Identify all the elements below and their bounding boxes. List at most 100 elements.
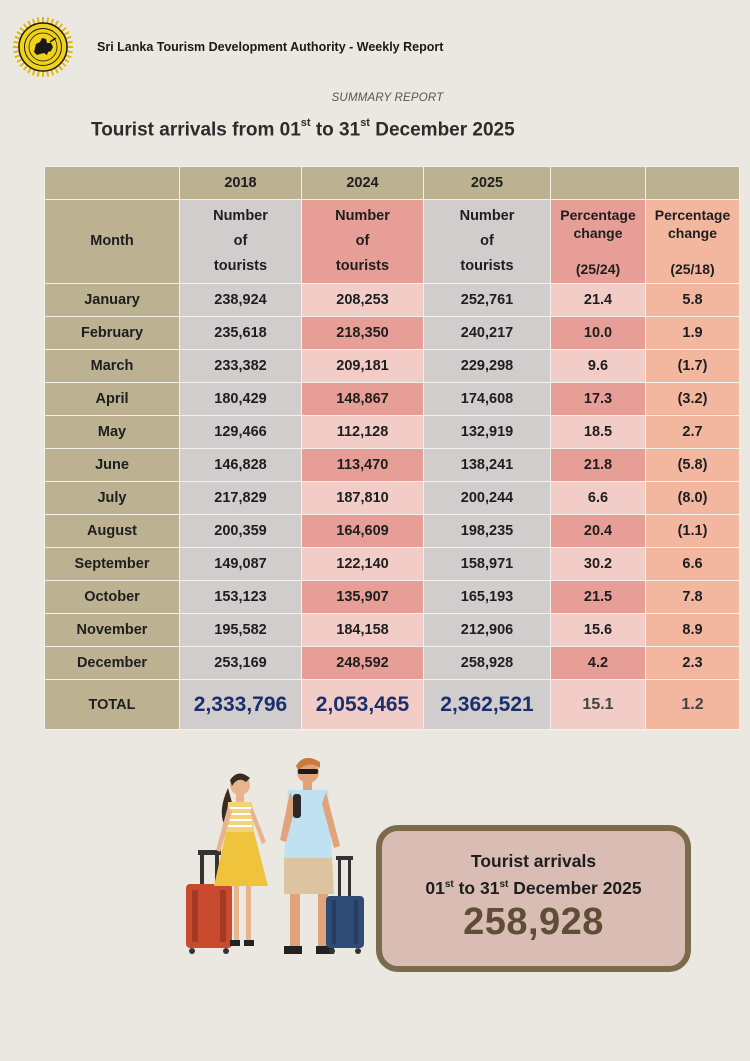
pct-25-24-cell: 21.8 [550, 448, 646, 482]
sri-lanka-emblem-icon [13, 17, 73, 77]
value-2018-cell: 233,382 [179, 349, 302, 383]
value-2025-cell: 252,761 [423, 283, 551, 317]
pct-25-24-cell: 18.5 [550, 415, 646, 449]
table-row: November 195,582 184,158 212,906 15.6 8.9 [44, 613, 740, 647]
value-2018-cell: 149,087 [179, 547, 302, 581]
table-row: January 238,924 208,253 252,761 21.4 5.8 [44, 283, 740, 317]
summary-period: 01st to 31st December 2025 [425, 878, 642, 898]
year-2025-header: 2025 [423, 166, 551, 200]
value-2024-cell: 164,609 [301, 514, 424, 548]
count-header-2018: Number of tourists [179, 199, 302, 284]
month-cell: April [44, 382, 180, 416]
month-cell: February [44, 316, 180, 350]
value-2018-cell: 129,466 [179, 415, 302, 449]
summary-box: Tourist arrivals 01st to 31st December 2… [376, 825, 691, 972]
report-header: Sri Lanka Tourism Development Authority … [12, 16, 712, 80]
summary-heading: Tourist arrivals [470, 851, 597, 871]
pct-25-24-cell: 21.5 [550, 580, 646, 614]
value-2025-cell: 198,235 [423, 514, 551, 548]
pct-25-24-cell: 30.2 [550, 547, 646, 581]
table-row: October 153,123 135,907 165,193 21.5 7.8 [44, 580, 740, 614]
count-header-2025: Number of tourists [423, 199, 551, 284]
value-2024-cell: 209,181 [301, 349, 424, 383]
value-2024-cell: 208,253 [301, 283, 424, 317]
value-2024-cell: 184,158 [301, 613, 424, 647]
value-2025-cell: 158,971 [423, 547, 551, 581]
table-row: August 200,359 164,609 198,235 20.4 (1.1) [44, 514, 740, 548]
pct-25-24-cell: 9.6 [550, 349, 646, 383]
month-header: Month [44, 199, 180, 284]
pct-change-25-24-header: Percentage change (25/24) [550, 199, 646, 284]
pct-change-25-18-header: Percentage change (25/18) [645, 199, 740, 284]
value-2024-cell: 148,867 [301, 382, 424, 416]
pct-25-18-cell: (1.1) [645, 514, 740, 548]
pct-25-18-cell: 8.9 [645, 613, 740, 647]
table-row: December 253,169 248,592 258,928 4.2 2.3 [44, 646, 740, 680]
pct-25-18-cell: (8.0) [645, 481, 740, 515]
pct-25-24-cell: 10.0 [550, 316, 646, 350]
value-2024-cell: 113,470 [301, 448, 424, 482]
pct-25-24-cell: 15.6 [550, 613, 646, 647]
value-2018-cell: 180,429 [179, 382, 302, 416]
month-cell: October [44, 580, 180, 614]
month-cell: December [44, 646, 180, 680]
value-2025-cell: 165,193 [423, 580, 551, 614]
pct-25-24-cell: 20.4 [550, 514, 646, 548]
value-2024-cell: 122,140 [301, 547, 424, 581]
value-2025-cell: 212,906 [423, 613, 551, 647]
count-header-2024: Number of tourists [301, 199, 424, 284]
month-cell: September [44, 547, 180, 581]
value-2025-cell: 240,217 [423, 316, 551, 350]
value-2018-cell: 153,123 [179, 580, 302, 614]
column-header-row: Month Number of tourists Number of tourists … [44, 199, 740, 284]
arrivals-table: 2018 2024 2025 Month Number of tourists Nu… [44, 166, 740, 730]
pct-25-18-cell: (3.2) [645, 382, 740, 416]
month-cell: June [44, 448, 180, 482]
pct-25-18-cell: 7.8 [645, 580, 740, 614]
value-2018-cell: 238,924 [179, 283, 302, 317]
total-label: TOTAL [44, 679, 180, 730]
month-cell: November [44, 613, 180, 647]
value-2025-cell: 200,244 [423, 481, 551, 515]
pct-25-24-cell: 17.3 [550, 382, 646, 416]
value-2025-cell: 258,928 [423, 646, 551, 680]
total-2025: 2,362,521 [423, 679, 551, 730]
month-cell: March [44, 349, 180, 383]
organization-name: Sri Lanka Tourism Development Authority … [97, 40, 444, 54]
pct-25-24-cell: 6.6 [550, 481, 646, 515]
table-row: June 146,828 113,470 138,241 21.8 (5.8) [44, 448, 740, 482]
travellers-illustration [186, 757, 364, 954]
month-cell: July [44, 481, 180, 515]
value-2018-cell: 217,829 [179, 481, 302, 515]
table-row: February 235,618 218,350 240,217 10.0 1.9 [44, 316, 740, 350]
year-2024-header: 2024 [301, 166, 424, 200]
table-row: March 233,382 209,181 229,298 9.6 (1.7) [44, 349, 740, 383]
total-2018: 2,333,796 [179, 679, 302, 730]
value-2025-cell: 174,608 [423, 382, 551, 416]
value-2025-cell: 229,298 [423, 349, 551, 383]
pct-25-24-cell: 4.2 [550, 646, 646, 680]
year-header-row: 2018 2024 2025 [44, 166, 740, 200]
value-2018-cell: 146,828 [179, 448, 302, 482]
value-2025-cell: 138,241 [423, 448, 551, 482]
summary-value: 258,928 [463, 901, 604, 943]
pct-25-18-cell: (1.7) [645, 349, 740, 383]
value-2024-cell: 135,907 [301, 580, 424, 614]
year-2018-header: 2018 [179, 166, 302, 200]
table-row: May 129,466 112,128 132,919 18.5 2.7 [44, 415, 740, 449]
pct-25-24-cell: 21.4 [550, 283, 646, 317]
value-2018-cell: 235,618 [179, 316, 302, 350]
value-2024-cell: 218,350 [301, 316, 424, 350]
value-2024-cell: 248,592 [301, 646, 424, 680]
month-cell: January [44, 283, 180, 317]
value-2018-cell: 200,359 [179, 514, 302, 548]
table-row: September 149,087 122,140 158,971 30.2 6.6 [44, 547, 740, 581]
pct-25-18-cell: 6.6 [645, 547, 740, 581]
value-2025-cell: 132,919 [423, 415, 551, 449]
pct-25-18-cell: 2.3 [645, 646, 740, 680]
month-cell: May [44, 415, 180, 449]
value-2018-cell: 195,582 [179, 613, 302, 647]
value-2018-cell: 253,169 [179, 646, 302, 680]
report-subtitle: SUMMARY REPORT [331, 92, 444, 104]
table-row: April 180,429 148,867 174,608 17.3 (3.2) [44, 382, 740, 416]
